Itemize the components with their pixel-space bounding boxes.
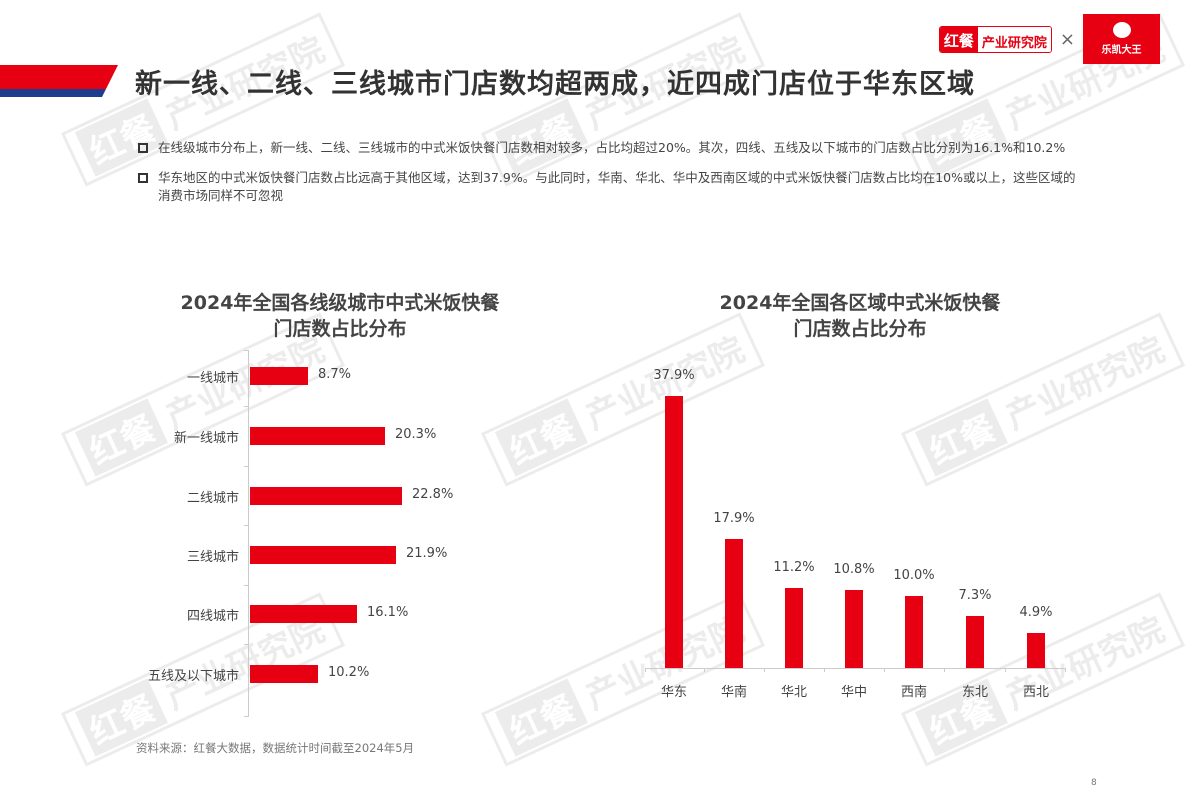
- bar-value-label: 17.9%: [713, 511, 755, 526]
- category-label: 西南: [900, 685, 927, 700]
- bar-value-label: 16.1%: [367, 605, 409, 620]
- axis-tick: [244, 585, 248, 586]
- partner-mascot-icon: [1112, 22, 1131, 38]
- chart-title-line: 门店数占比分布: [793, 318, 927, 340]
- axis-tick: [764, 668, 765, 672]
- square-bullet-icon: [138, 143, 148, 153]
- chart-title: 2024年全国各区域中式米饭快餐 门店数占比分布: [640, 290, 1080, 342]
- bar: [250, 546, 396, 564]
- category-label: 五线及以下城市: [147, 669, 239, 684]
- bar-value-label: 11.2%: [773, 560, 815, 575]
- chart-title-line: 2024年全国各线级城市中式米饭快餐: [180, 292, 500, 314]
- category-label: 东北: [961, 685, 988, 700]
- bar-value-label: 20.3%: [395, 427, 437, 442]
- axis-tick: [244, 350, 248, 351]
- axis-tick: [824, 668, 825, 672]
- brand-logo-text: 产业研究院: [977, 26, 1051, 52]
- bar-value-label: 10.2%: [328, 665, 370, 680]
- category-label: 华南: [720, 685, 747, 700]
- bar: [1027, 633, 1045, 668]
- bar: [250, 605, 357, 623]
- square-bullet-icon: [138, 173, 148, 183]
- bar-value-label: 21.9%: [406, 546, 448, 561]
- category-label: 一线城市: [186, 371, 239, 386]
- category-label: 华北: [780, 685, 807, 700]
- bar-value-label: 10.8%: [833, 562, 875, 577]
- bar: [250, 487, 402, 505]
- bar: [725, 539, 743, 668]
- axis-tick: [704, 668, 705, 672]
- bar: [905, 596, 923, 668]
- bullet-text: 华东地区的中式米饭快餐门店数占比远高于其他区域，达到37.9%。与此同时，华南、…: [158, 170, 1076, 203]
- bar-value-label: 7.3%: [958, 588, 992, 603]
- bullet-item: 华东地区的中式米饭快餐门店数占比远高于其他区域，达到37.9%。与此同时，华南、…: [138, 169, 1078, 205]
- category-label: 新一线城市: [173, 431, 239, 446]
- header-stripe-decoration: [0, 65, 118, 97]
- category-label: 二线城市: [186, 491, 239, 506]
- chart-title: 2024年全国各线级城市中式米饭快餐 门店数占比分布: [130, 290, 550, 342]
- bullet-text: 在线级城市分布上，新一线、二线、三线城市的中式米饭快餐门店数相对较多，占比均超过…: [158, 140, 1066, 155]
- chart-title-line: 2024年全国各区域中式米饭快餐: [719, 292, 1001, 314]
- chart-title-line: 门店数占比分布: [273, 318, 407, 340]
- axis-tick: [1005, 668, 1006, 672]
- page-title: 新一线、二线、三线城市门店数均超两成，近四成门店位于华东区域: [135, 69, 975, 100]
- bar-value-label: 4.9%: [1019, 605, 1053, 620]
- partner-logo: 乐凯大王: [1083, 14, 1160, 64]
- bar-value-label: 22.8%: [412, 487, 454, 502]
- axis-tick: [944, 668, 945, 672]
- bullet-item: 在线级城市分布上，新一线、二线、三线城市的中式米饭快餐门店数相对较多，占比均超过…: [138, 139, 1078, 157]
- collab-separator: ×: [1059, 28, 1075, 50]
- bar-value-label: 10.0%: [893, 568, 935, 583]
- category-label: 三线城市: [186, 550, 239, 565]
- axis-tick: [244, 406, 248, 407]
- axis-tick: [244, 644, 248, 645]
- bar: [250, 367, 308, 385]
- data-source-note: 资料来源：红餐大数据，数据统计时间截至2024年5月: [136, 741, 415, 755]
- category-label: 四线城市: [186, 609, 239, 624]
- bar-value-label: 37.9%: [653, 368, 695, 383]
- category-label: 西北: [1022, 685, 1049, 700]
- bar: [250, 665, 318, 683]
- brand-logo-mark: 红餐: [939, 26, 978, 52]
- bar: [665, 396, 683, 668]
- y-axis-line: [248, 350, 249, 717]
- axis-tick: [244, 525, 248, 526]
- category-label: 华东: [660, 685, 687, 700]
- axis-tick: [244, 466, 248, 467]
- bar: [966, 616, 984, 668]
- bar: [845, 590, 863, 668]
- x-axis-line: [645, 668, 1065, 669]
- bar: [250, 427, 385, 445]
- page-number: 8: [1091, 778, 1097, 788]
- axis-tick: [645, 668, 646, 672]
- axis-tick: [244, 716, 248, 717]
- bar-value-label: 8.7%: [318, 367, 352, 382]
- partner-logo-text: 乐凯大王: [1101, 45, 1142, 56]
- axis-tick: [884, 668, 885, 672]
- bar: [785, 588, 803, 668]
- brand-logo: 红餐 产业研究院: [938, 25, 1052, 53]
- bullet-list: 在线级城市分布上，新一线、二线、三线城市的中式米饭快餐门店数相对较多，占比均超过…: [138, 139, 1078, 217]
- category-label: 华中: [840, 685, 867, 700]
- axis-tick: [1065, 668, 1066, 672]
- logo-area: 红餐 产业研究院 × 乐凯大王: [938, 14, 1160, 64]
